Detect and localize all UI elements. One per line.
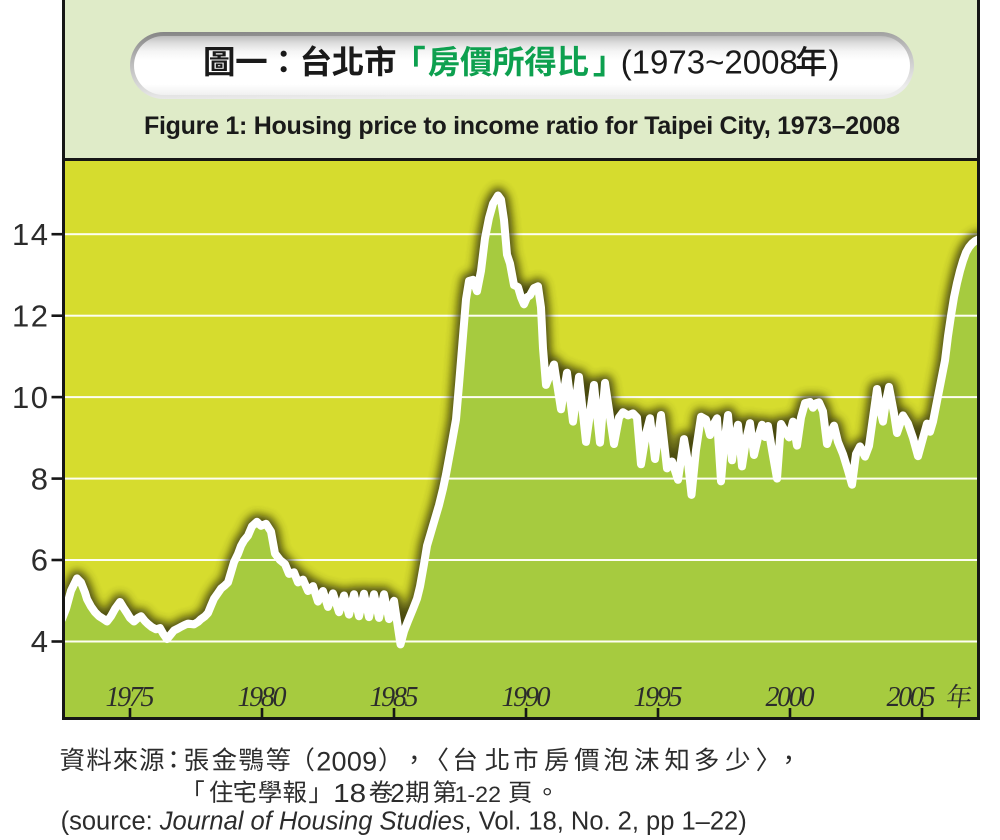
svg-text:6: 6 <box>31 543 48 578</box>
svg-text:12: 12 <box>12 298 48 333</box>
svg-text:(source:: (source: <box>61 808 153 836</box>
svg-text:Journal of Housing Studies: Journal of Housing Studies <box>159 808 465 836</box>
svg-text:(1973~2008: (1973~2008 <box>621 44 798 81</box>
svg-text:18: 18 <box>333 778 366 808</box>
svg-text:1980: 1980 <box>238 682 287 713</box>
svg-text:4: 4 <box>31 624 48 659</box>
svg-text:1-22: 1-22 <box>455 782 502 807</box>
svg-text:2: 2 <box>390 778 404 808</box>
svg-text:): ) <box>829 44 840 81</box>
svg-text:10: 10 <box>12 380 48 415</box>
svg-text:2005: 2005 <box>887 682 936 713</box>
svg-text:1995: 1995 <box>634 682 683 713</box>
svg-text:1990: 1990 <box>502 682 551 713</box>
svg-text:1975: 1975 <box>106 682 155 713</box>
svg-text:14: 14 <box>12 217 48 252</box>
svg-text:1985: 1985 <box>370 682 419 713</box>
svg-text:8: 8 <box>31 461 48 496</box>
svg-text:Figure 1: Housing price to inc: Figure 1: Housing price to income ratio … <box>144 112 900 140</box>
svg-text:2000: 2000 <box>766 682 815 713</box>
svg-text:2009: 2009 <box>316 747 377 777</box>
svg-text:, Vol. 18, No. 2, pp 1–22): , Vol. 18, No. 2, pp 1–22) <box>465 808 747 836</box>
